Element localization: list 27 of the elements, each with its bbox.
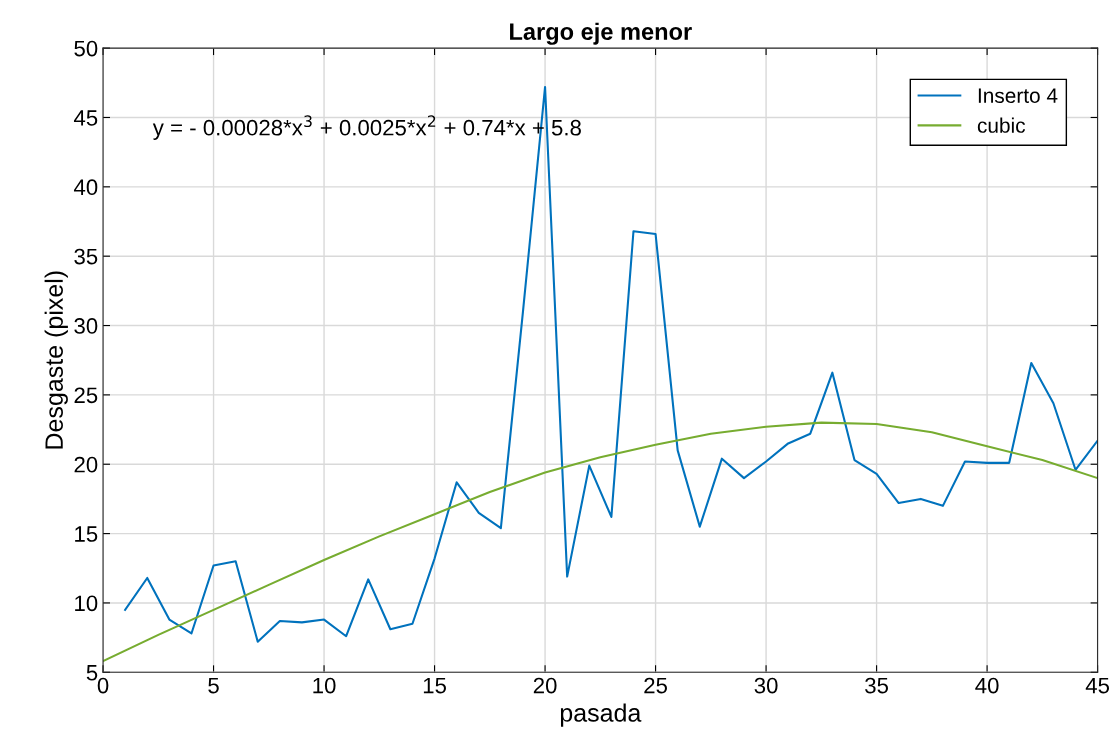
x-tick-label: 30 — [754, 677, 778, 694]
y-tick-label: 30 — [74, 318, 98, 334]
y-tick-label: 35 — [74, 248, 98, 265]
x-tick-label: 20 — [533, 677, 557, 694]
y-tick-label: 15 — [75, 526, 98, 542]
y-tick-label: 5 — [86, 665, 98, 681]
y-tick-label: 40 — [73, 179, 98, 196]
x-tick-label: 0 — [97, 677, 109, 694]
chart-title: Largo eje menor — [510, 22, 692, 45]
y-tick-label: 10 — [75, 595, 98, 612]
line-series — [103, 421, 1098, 663]
y-axis-title: Desgaste (pixel) — [44, 271, 68, 449]
y-tick-label: 25 — [74, 387, 98, 404]
x-tick-label: 45 — [1085, 677, 1110, 694]
legend-label: Inserto 4 — [978, 88, 1058, 104]
y-tick-label: 45 — [73, 110, 98, 126]
y-tick-label: 20 — [74, 456, 98, 473]
x-axis-title: pasada — [560, 703, 642, 727]
x-tick-label: 35 — [865, 677, 889, 694]
x-tick-label: 5 — [208, 677, 219, 694]
x-tick-label: 25 — [644, 677, 667, 694]
legend-label: cubic — [977, 117, 1026, 133]
x-tick-label: 10 — [313, 677, 336, 694]
y-tick-label: 50 — [74, 40, 98, 57]
x-tick-label: 40 — [975, 677, 999, 694]
x-tick-label: 15 — [423, 677, 446, 694]
line-series — [124, 85, 1098, 643]
